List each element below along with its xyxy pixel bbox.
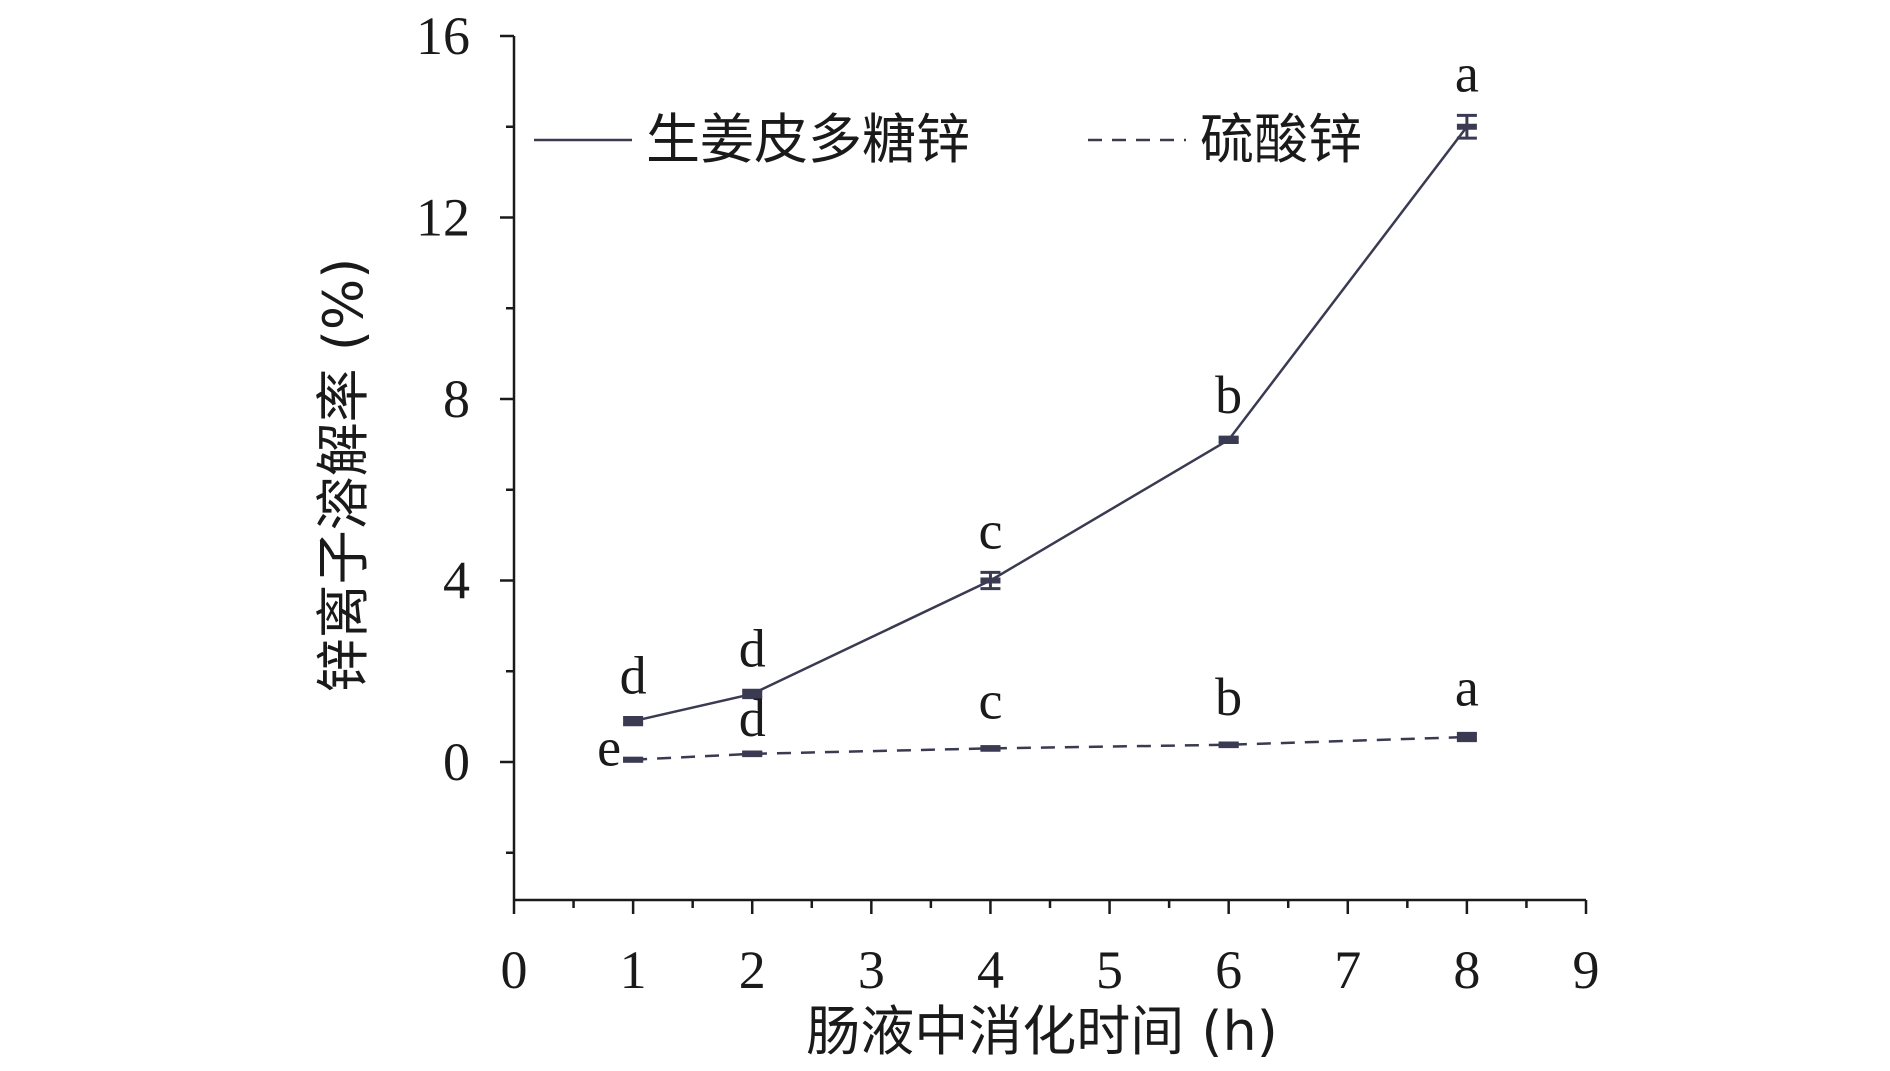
series-1: d d c b a	[620, 43, 1479, 727]
legend-label-1: 生姜皮多糖锌	[646, 108, 970, 171]
significance-label: d	[620, 646, 647, 706]
y-tick-label: 0	[443, 732, 470, 792]
data-point	[1218, 741, 1239, 748]
series-line	[633, 735, 1467, 761]
x-tick-label: 9	[1573, 940, 1600, 1000]
series-2: e d c b a	[597, 657, 1479, 777]
data-point	[1456, 123, 1477, 130]
data-point	[1456, 734, 1477, 741]
significance-label: c	[978, 500, 1002, 560]
y-tick-label: 4	[443, 551, 470, 611]
y-tick-label: 16	[416, 6, 470, 66]
data-point	[623, 718, 644, 725]
x-tick-label: 6	[1215, 940, 1242, 1000]
data-point	[980, 577, 1001, 584]
legend-entry-1: 生姜皮多糖锌	[534, 108, 970, 171]
significance-label: b	[1215, 365, 1242, 425]
x-tick-label: 1	[620, 940, 647, 1000]
x-tick-label: 5	[1096, 940, 1123, 1000]
data-point	[1218, 436, 1239, 443]
significance-label: a	[1455, 657, 1479, 717]
data-point	[980, 745, 1001, 752]
x-tick-label: 0	[501, 940, 528, 1000]
x-tick-label: 3	[858, 940, 885, 1000]
legend: 生姜皮多糖锌 硫酸锌	[534, 108, 1362, 171]
legend-entry-2: 硫酸锌	[1088, 108, 1362, 171]
significance-label: e	[597, 718, 621, 778]
significance-label: b	[1215, 667, 1242, 727]
y-tick-label: 8	[443, 369, 470, 429]
significance-label: d	[739, 618, 766, 678]
significance-label: a	[1455, 43, 1479, 103]
significance-label: c	[978, 671, 1002, 731]
x-tick-label: 7	[1334, 940, 1361, 1000]
legend-label-2: 硫酸锌	[1200, 108, 1362, 171]
x-tick-label: 8	[1453, 940, 1480, 1000]
significance-label: d	[739, 688, 766, 748]
x-axis-title: 肠液中消化时间 (h)	[806, 1000, 1278, 1063]
y-axis-title: 锌离子溶解率 (%)	[312, 258, 375, 693]
data-point	[742, 690, 763, 697]
x-tick-label: 2	[739, 940, 766, 1000]
data-point	[742, 750, 763, 757]
y-tick-label: 12	[416, 188, 470, 248]
x-tick-label: 4	[977, 940, 1004, 1000]
data-point	[623, 756, 644, 763]
